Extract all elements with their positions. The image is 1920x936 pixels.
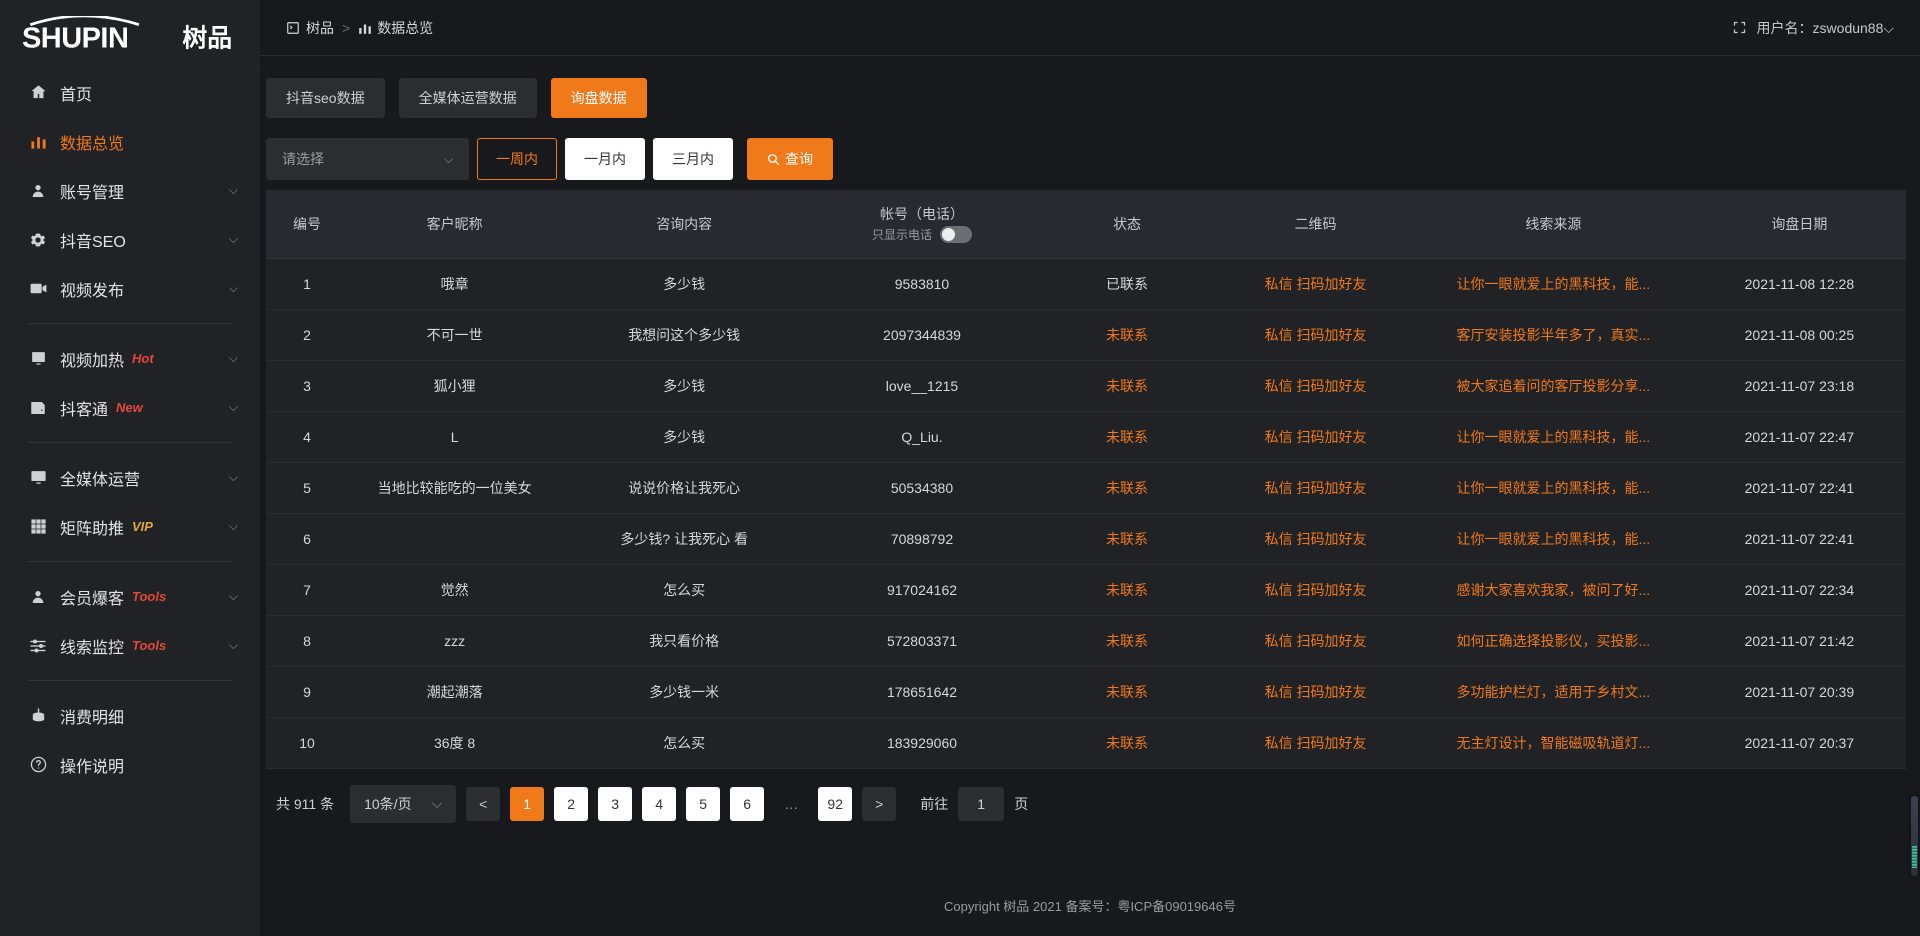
svg-text:树品: 树品 [182, 24, 232, 52]
svg-text:SHUPIN: SHUPIN [22, 22, 128, 52]
